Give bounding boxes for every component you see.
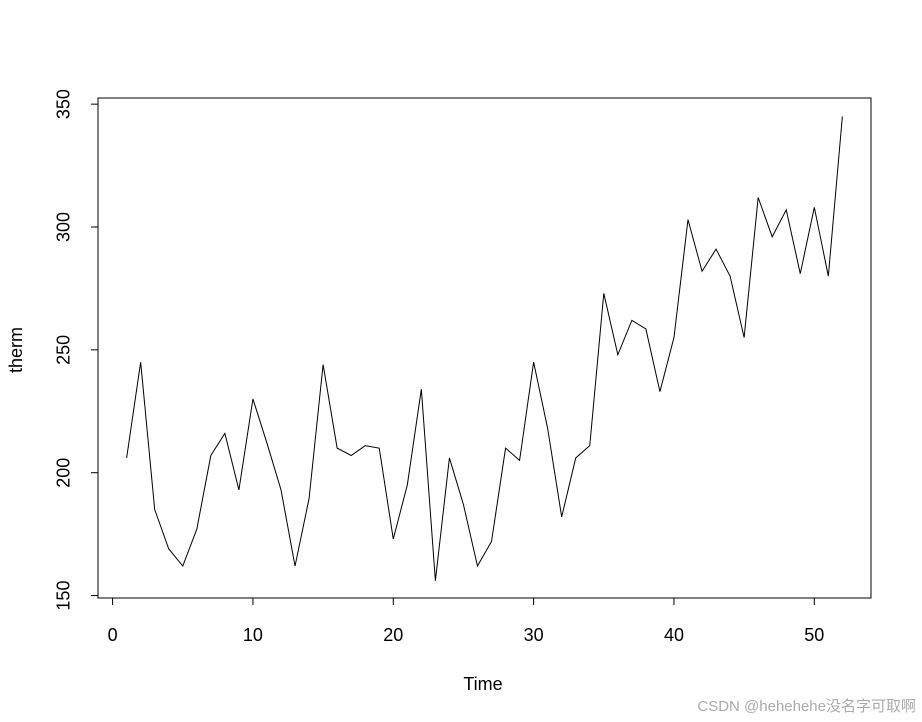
y-tick-label: 200 — [54, 458, 74, 488]
y-tick-label: 150 — [54, 581, 74, 611]
y-tick-label: 250 — [54, 335, 74, 365]
watermark: CSDN @hehehehe没名字可取啊 — [697, 698, 916, 715]
x-tick-label: 30 — [524, 625, 544, 645]
plot-box — [97, 97, 872, 599]
x-tick-label: 50 — [804, 625, 824, 645]
line-series — [126, 116, 843, 581]
x-tick-label: 10 — [243, 625, 263, 645]
x-tick-label: 20 — [383, 625, 403, 645]
x-axis-label: Time — [463, 674, 502, 694]
x-tick-label: 40 — [664, 625, 684, 645]
y-axis-label: therm — [6, 327, 26, 373]
x-tick-label: 0 — [108, 625, 118, 645]
y-tick-label: 350 — [54, 89, 74, 119]
y-tick-label: 300 — [54, 212, 74, 242]
